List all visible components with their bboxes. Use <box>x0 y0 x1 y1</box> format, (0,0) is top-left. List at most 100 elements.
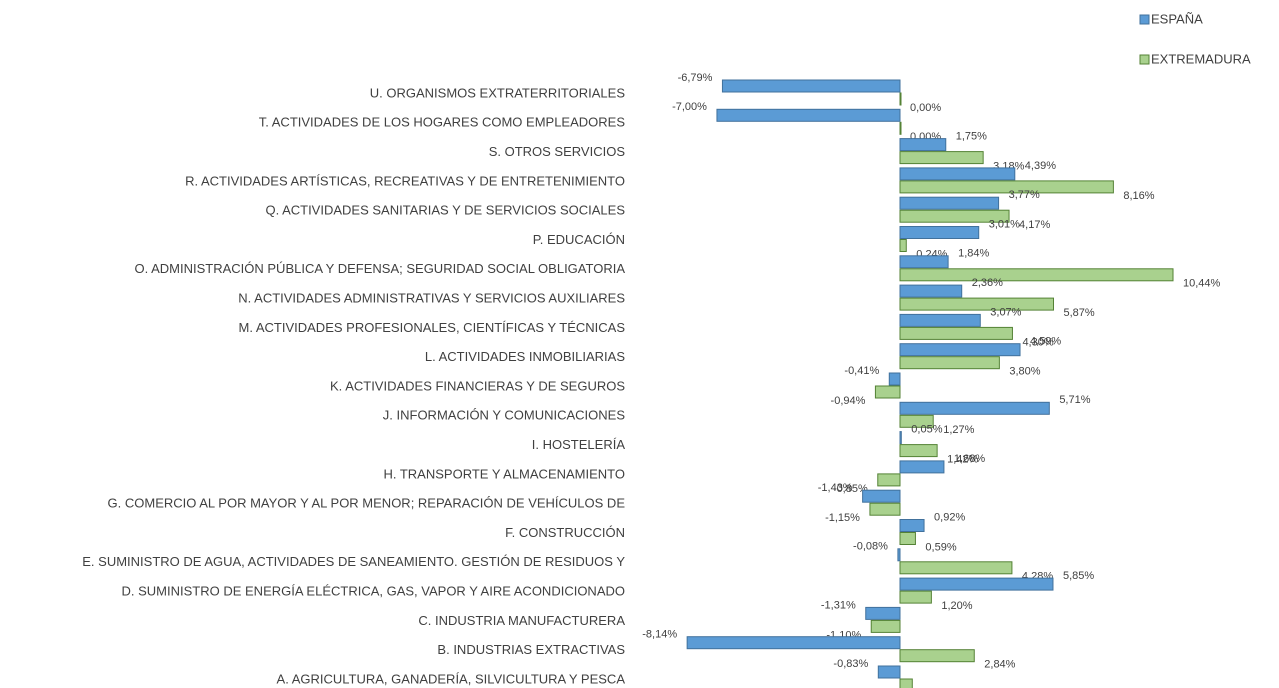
bar <box>899 209 1010 223</box>
category-label: J. INFORMACIÓN Y COMUNICACIONES <box>383 408 626 423</box>
category-label: L. ACTIVIDADES INMOBILIARIAS <box>425 349 625 364</box>
value-label: 1,27% <box>943 424 974 436</box>
value-label: 5,71% <box>1059 394 1090 406</box>
value-label: 1,75% <box>956 131 987 143</box>
value-label: 5,87% <box>1064 307 1095 319</box>
value-label: 10,44% <box>1183 278 1221 290</box>
value-label: -0,94% <box>831 395 866 407</box>
bar <box>899 678 913 688</box>
category-label: E. SUMINISTRO DE AGUA, ACTIVIDADES DE SA… <box>82 554 625 569</box>
category-label: R. ACTIVIDADES ARTÍSTICAS, RECREATIVAS Y… <box>185 173 625 188</box>
bar <box>865 606 901 620</box>
value-label: 2,84% <box>984 659 1015 671</box>
bar <box>899 532 916 545</box>
bar <box>862 489 901 503</box>
bar <box>899 460 945 474</box>
value-label: 1,84% <box>958 248 989 260</box>
bar <box>888 372 901 386</box>
bar <box>899 577 1054 591</box>
value-label: 0,00% <box>910 102 941 114</box>
category-label: T. ACTIVIDADES DE LOS HOGARES COMO EMPLE… <box>259 115 626 130</box>
bar <box>899 167 1016 181</box>
value-label: 5,85% <box>1063 570 1094 582</box>
bar <box>897 548 901 562</box>
bar <box>877 473 901 487</box>
bar <box>899 268 1174 282</box>
bar <box>899 180 1114 194</box>
bar <box>899 590 932 604</box>
bar <box>899 196 1000 210</box>
bar <box>899 121 902 135</box>
value-label: -0,41% <box>844 365 879 377</box>
value-label: 8,16% <box>1123 190 1154 202</box>
bar <box>899 401 1050 415</box>
value-label: -0,08% <box>853 541 888 553</box>
legend-swatch <box>1139 14 1150 25</box>
legend-label: ESPAÑA <box>1151 11 1203 26</box>
value-label: -0,83% <box>833 658 868 670</box>
bar <box>899 255 949 269</box>
value-label: 4,39% <box>1025 160 1056 172</box>
bar <box>899 138 947 152</box>
category-label: A. AGRICULTURA, GANADERÍA, SILVICULTURA … <box>277 671 626 686</box>
category-label: K. ACTIVIDADES FINANCIERAS Y DE SEGUROS <box>330 378 625 393</box>
category-label: U. ORGANISMOS EXTRATERRITORIALES <box>370 85 626 100</box>
bar <box>899 414 934 428</box>
value-label: 3,01% <box>989 218 1020 230</box>
bar <box>899 343 1021 357</box>
category-label: F. CONSTRUCCIÓN <box>505 525 625 540</box>
bar <box>716 108 901 122</box>
bar <box>877 665 901 679</box>
value-label: -8,14% <box>642 629 677 641</box>
value-label: 4,17% <box>1019 219 1050 231</box>
bar <box>899 226 980 239</box>
category-label: O. ADMINISTRACIÓN PÚBLICA Y DEFENSA; SEG… <box>134 261 625 276</box>
bar <box>899 313 981 327</box>
bar <box>899 649 975 663</box>
value-label: 4,30% <box>1022 336 1053 348</box>
bar <box>870 619 901 633</box>
legend-label: EXTREMADURA <box>1151 51 1251 66</box>
category-label: Q. ACTIVIDADES SANITARIAS Y DE SERVICIOS… <box>265 203 625 218</box>
bar <box>899 239 907 252</box>
category-label: S. OTROS SERVICIOS <box>489 144 626 159</box>
bar <box>899 284 963 298</box>
bar <box>869 502 901 516</box>
value-label: 0,59% <box>925 541 956 553</box>
bar <box>721 79 901 93</box>
value-label: -1,31% <box>821 599 856 611</box>
value-label: 2,36% <box>972 277 1003 289</box>
category-label: N. ACTIVIDADES ADMINISTRATIVAS Y SERVICI… <box>238 291 625 306</box>
bar <box>899 444 938 458</box>
category-label: B. INDUSTRIAS EXTRACTIVAS <box>437 642 625 657</box>
bar <box>899 561 1013 575</box>
value-label: 1,20% <box>941 600 972 612</box>
value-label: 3,80% <box>1009 366 1040 378</box>
category-label: P. EDUCACIÓN <box>533 232 625 247</box>
bar <box>899 431 902 445</box>
value-label: 3,07% <box>990 306 1021 318</box>
bar <box>874 385 901 399</box>
category-label: H. TRANSPORTE Y ALMACENAMIENTO <box>383 466 625 481</box>
category-label: G. COMERCIO AL POR MAYOR Y AL POR MENOR;… <box>108 496 626 511</box>
bar <box>899 356 1000 370</box>
bar <box>899 297 1055 311</box>
bar <box>899 151 984 165</box>
bar <box>686 636 901 650</box>
category-label: D. SUMINISTRO DE ENERGÍA ELÉCTRICA, GAS,… <box>122 584 626 599</box>
value-label: -0,85% <box>833 483 868 495</box>
bar <box>899 519 925 532</box>
value-label: -6,79% <box>678 72 713 84</box>
value-label: 4,59% <box>1030 336 1061 348</box>
value-label: 3,77% <box>1009 189 1040 201</box>
category-label: I. HOSTELERÍA <box>532 437 626 452</box>
bar <box>899 92 902 106</box>
value-label: 0,92% <box>934 511 965 523</box>
bar <box>899 326 1013 340</box>
category-label: M. ACTIVIDADES PROFESIONALES, CIENTÍFICA… <box>239 320 626 335</box>
value-label: 1,42% <box>947 454 978 466</box>
value-label: -7,00% <box>672 101 707 113</box>
value-label: 0,05% <box>911 424 942 436</box>
value-label: -1,43% <box>818 482 853 494</box>
